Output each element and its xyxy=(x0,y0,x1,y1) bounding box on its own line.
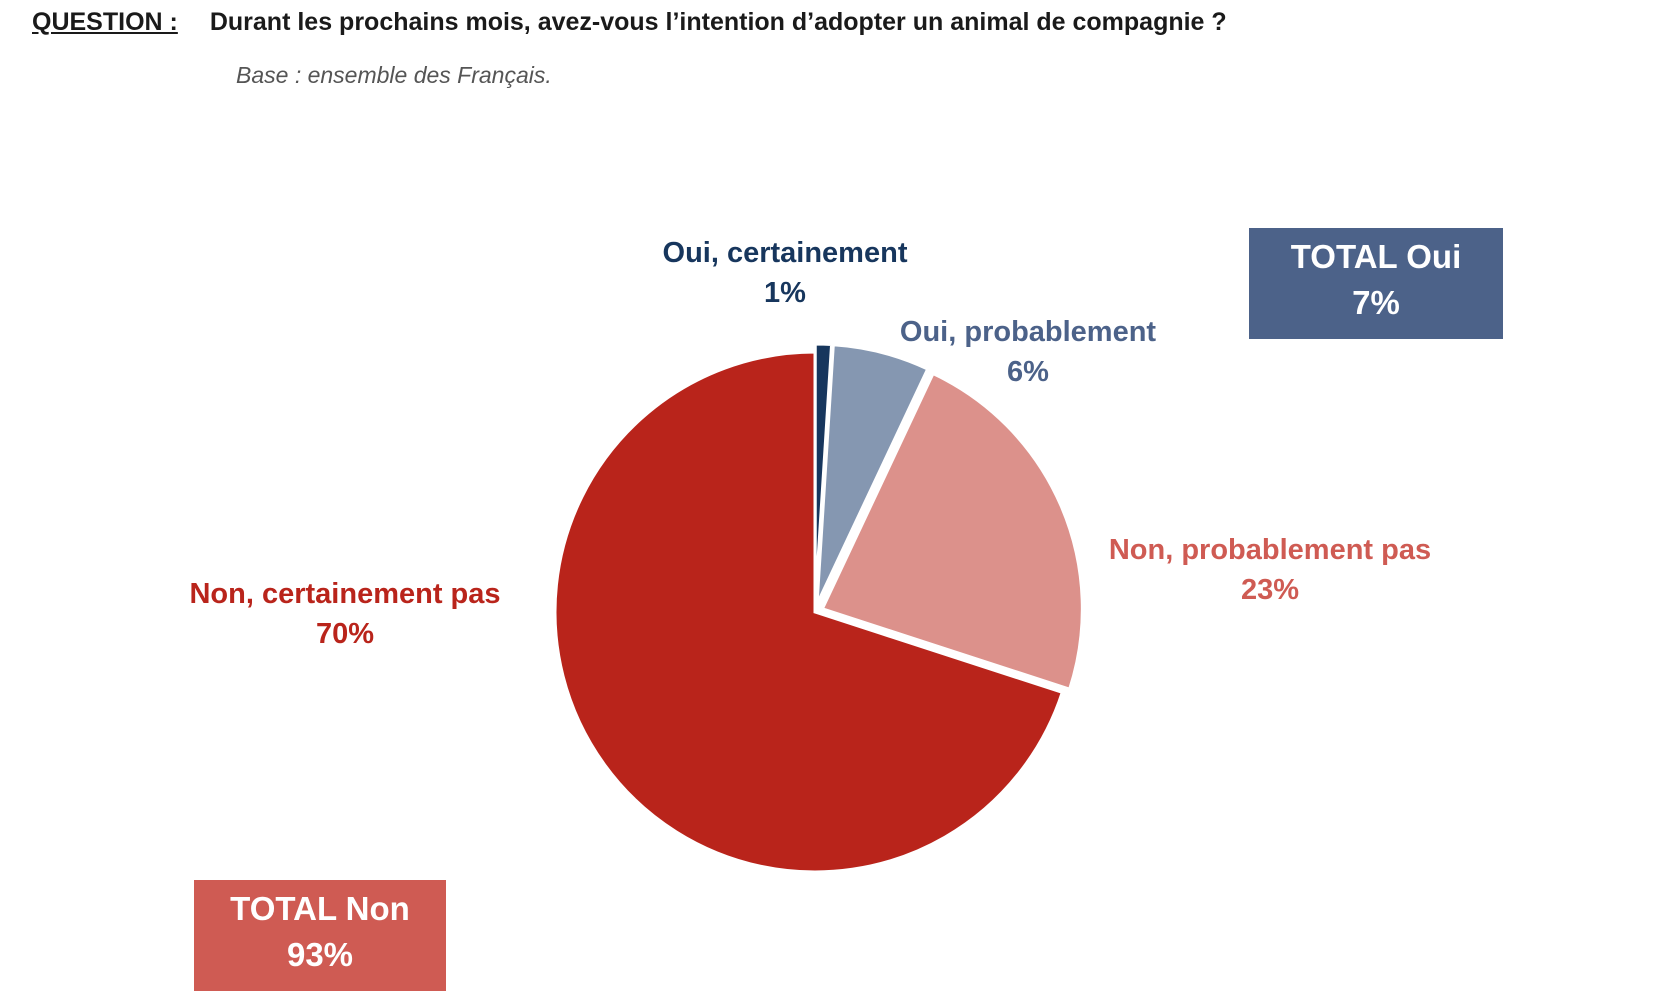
slice-non-certainement-pas xyxy=(553,350,1065,874)
total-oui-value: 7% xyxy=(1352,284,1400,321)
slice-oui-probablement xyxy=(815,343,930,605)
label-oui-probablement-value: 6% xyxy=(1007,356,1049,388)
label-non-certainement-pas: Non, certainement pas 70% xyxy=(189,578,500,650)
label-oui-probablement: Oui, probablement 6% xyxy=(900,316,1157,388)
base-note: Base : ensemble des Français. xyxy=(236,62,552,88)
question-line: QUESTION : Durant les prochains mois, ave… xyxy=(32,8,1227,37)
label-oui-certainement-value: 1% xyxy=(764,277,806,309)
label-non-certainement-pas-name: Non, certainement pas xyxy=(189,578,500,610)
question-text: Durant les prochains mois, avez-vous l’i… xyxy=(209,8,1227,36)
slice-non-probablement-pas xyxy=(820,371,1084,692)
total-oui-label: TOTAL Oui xyxy=(1290,238,1462,275)
slice-oui-certainement xyxy=(813,342,834,605)
label-oui-certainement: Oui, certainement 1% xyxy=(663,237,908,309)
label-non-probablement-pas: Non, probablement pas 23% xyxy=(1109,534,1431,606)
question-label: QUESTION : xyxy=(32,8,178,36)
label-non-certainement-pas-value: 70% xyxy=(316,618,374,650)
total-non-box: TOTAL Non 93% xyxy=(194,880,446,991)
label-non-probablement-pas-value: 23% xyxy=(1241,574,1299,606)
label-oui-probablement-name: Oui, probablement xyxy=(900,316,1157,348)
total-non-value: 93% xyxy=(286,936,354,973)
label-non-probablement-pas-name: Non, probablement pas xyxy=(1109,534,1431,566)
total-oui-box: TOTAL Oui 7% xyxy=(1249,228,1503,339)
label-oui-certainement-name: Oui, certainement xyxy=(663,237,908,269)
total-non-label: TOTAL Non xyxy=(230,890,410,927)
